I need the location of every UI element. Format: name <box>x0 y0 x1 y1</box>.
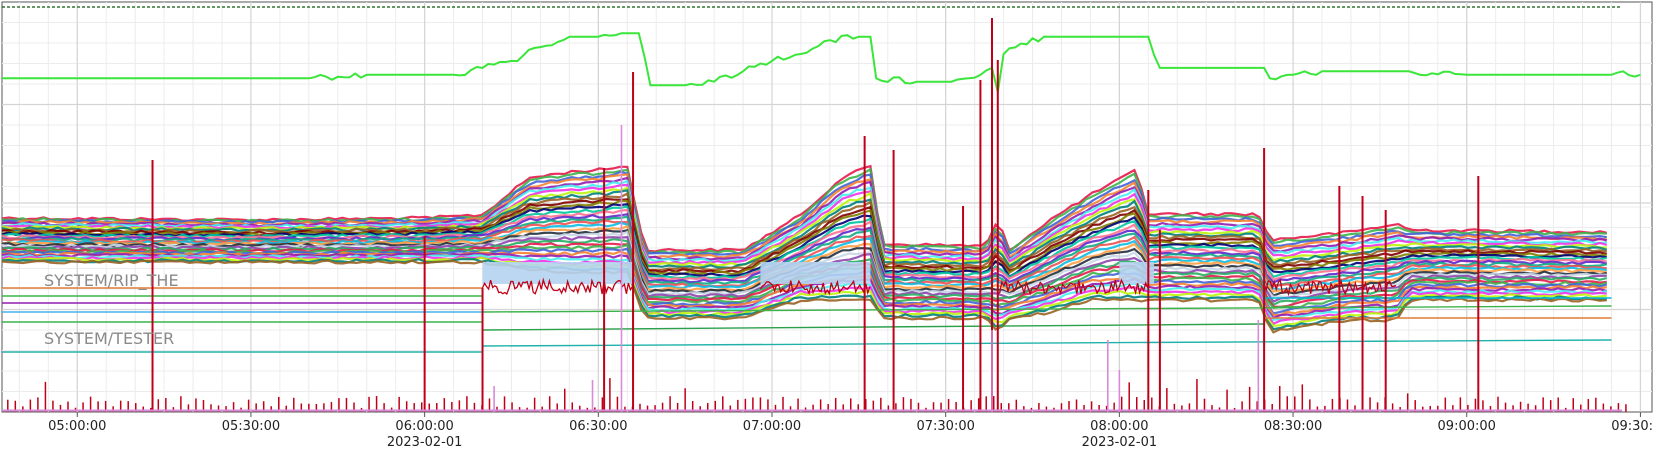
flat-series-line <box>482 305 1612 313</box>
x-tick-label: 09:30:00 <box>1611 419 1654 434</box>
x-tick-label: 06:00:00 <box>395 419 453 434</box>
red-dense-series <box>759 279 871 296</box>
x-tick-label: 08:00:00 <box>1090 419 1148 434</box>
x-tick-label: 09:00:00 <box>1438 419 1496 434</box>
top-series-line <box>2 32 1641 93</box>
fill-band <box>760 262 871 284</box>
x-date-label: 2023-02-01 <box>1082 435 1158 450</box>
x-tick-label: 06:30:00 <box>569 419 627 434</box>
series-annotation-label: SYSTEM/RIP_THE <box>44 271 179 291</box>
fill-band <box>1119 262 1155 284</box>
x-tick-label: 05:00:00 <box>48 419 106 434</box>
x-tick-label: 07:30:00 <box>916 419 974 434</box>
flat-series-line <box>482 323 1265 331</box>
x-tick-label: 08:30:00 <box>1264 419 1322 434</box>
flat-series-line <box>482 339 1612 347</box>
x-date-label: 2023-02-01 <box>387 435 463 450</box>
series-annotation-label: SYSTEM/TESTER <box>44 329 174 348</box>
red-dense-series <box>997 278 1149 296</box>
x-tick-label: 07:00:00 <box>743 419 801 434</box>
red-dense-series <box>1263 278 1397 297</box>
red-dense-series <box>481 277 634 296</box>
x-tick-label: 05:30:00 <box>222 419 280 434</box>
fill-band <box>482 262 634 284</box>
